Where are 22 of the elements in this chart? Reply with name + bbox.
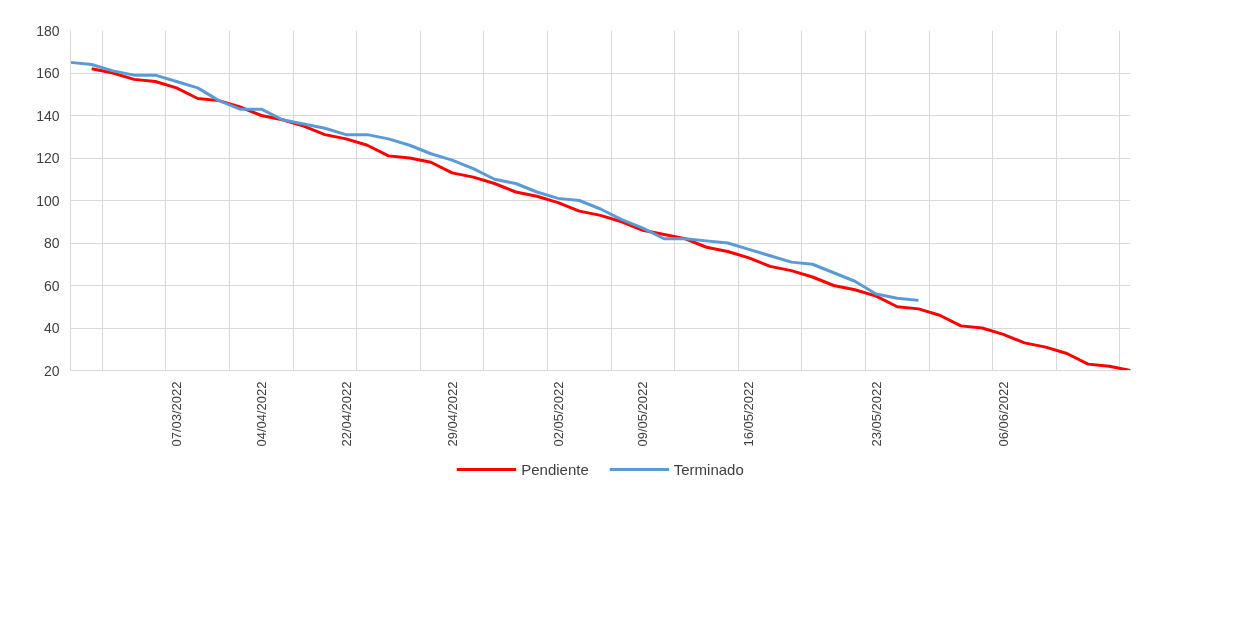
x-tick-label: 09/05/2022 [635,381,651,447]
x-tick-label: 06/06/2022 [995,381,1011,447]
x-tick-label: 22/04/2022 [338,381,354,447]
legend-label: Terminado [673,460,744,478]
x-tick-label: 02/05/2022 [550,381,566,447]
y-tick-label: 80 [43,235,60,251]
y-tick-label: 140 [36,107,60,124]
x-tick-label: 04/04/2022 [253,381,269,447]
line-series [70,60,920,302]
legend-label: Pendiente [521,460,589,478]
x-tick-label: 07/03/2022 [169,381,184,447]
y-tick-label: 180 [36,22,60,39]
x-tick-label: 29/04/2022 [444,381,460,447]
y-tick-label: 100 [36,192,60,209]
y-tick-label: 160 [36,65,60,81]
x-tick-label: 23/05/2022 [868,381,884,447]
y-tick-label: 40 [43,320,60,336]
y-tick-label: 60 [43,277,60,294]
y-tick-label: 20 [43,362,60,379]
x-tick-label: 16/05/2022 [741,381,757,447]
y-tick-label: 120 [36,150,60,166]
line-series [90,67,1131,371]
